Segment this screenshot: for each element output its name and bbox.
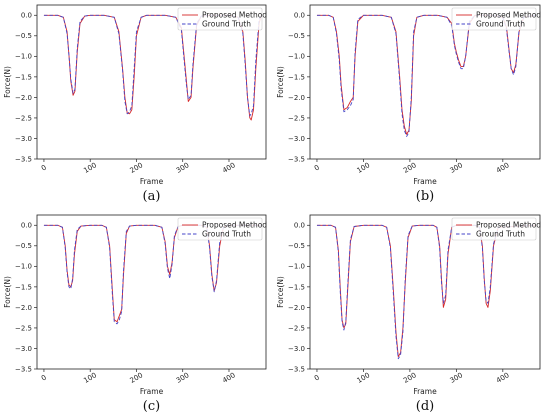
x-tick-label: 200 — [129, 371, 145, 385]
y-tick-label: −1.5 — [288, 283, 305, 291]
x-tick-label: 300 — [175, 371, 191, 385]
y-axis-label: Force(N) — [276, 66, 285, 98]
y-tick-label: −3.0 — [15, 345, 32, 353]
x-axis-label: Frame — [413, 177, 437, 186]
panel-caption: (d) — [416, 399, 434, 414]
x-tick-label: 200 — [129, 161, 145, 175]
chart-panel: 0.0 −0.5 −1.0 −1.5 −2.0 −2.5 −3.0 −3.5 0 100 200 30… — [276, 4, 541, 204]
x-tick-label: 300 — [449, 161, 465, 175]
y-tick-label: −1.5 — [288, 73, 305, 81]
y-tick-label: −2.0 — [288, 94, 305, 102]
x-tick-label: 300 — [175, 161, 191, 175]
legend-box — [177, 7, 263, 31]
series-line-ground-truth — [316, 224, 536, 360]
series-line-ground-truth — [43, 14, 262, 117]
x-tick-label: 0 — [40, 163, 48, 172]
panel-caption: (b) — [416, 189, 434, 204]
series-line-ground-truth — [43, 224, 262, 325]
y-tick-label: −3.5 — [288, 365, 305, 373]
y-tick-label: −3.5 — [288, 155, 305, 163]
y-tick-label: −2.5 — [288, 114, 305, 122]
x-tick-label: 100 — [82, 161, 98, 175]
legend-box — [451, 7, 537, 31]
x-axis-label: Frame — [140, 177, 164, 186]
y-tick-label: −2.5 — [15, 114, 32, 122]
x-tick-label: 400 — [221, 161, 237, 175]
y-tick-label: −3.5 — [15, 365, 32, 373]
y-axis-label: Force(N) — [276, 276, 285, 308]
x-tick-label: 300 — [449, 371, 465, 385]
y-tick-label: −3.5 — [15, 155, 32, 163]
y-tick-label: 0.0 — [21, 12, 32, 20]
legend-entry: Ground Truth — [202, 20, 251, 29]
x-tick-label: 400 — [495, 371, 511, 385]
y-tick-label: 0.0 — [294, 12, 305, 20]
x-tick-label: 400 — [221, 371, 237, 385]
x-tick-label: 100 — [82, 371, 98, 385]
legend-entry: Proposed Method — [476, 221, 541, 230]
legend-entry: Proposed Method — [202, 221, 267, 230]
y-tick-label: −3.0 — [15, 135, 32, 143]
y-tick-label: −0.5 — [288, 32, 305, 40]
legend-entry: Proposed Method — [202, 11, 267, 20]
y-tick-label: −0.5 — [15, 242, 32, 250]
legend-box — [177, 217, 263, 241]
legend-entry: Ground Truth — [476, 230, 525, 239]
x-axis-label: Frame — [413, 387, 437, 396]
legend-box — [451, 217, 537, 241]
y-tick-label: −2.0 — [288, 304, 305, 312]
y-tick-label: −1.0 — [288, 53, 305, 61]
legend-entry: Ground Truth — [202, 230, 251, 239]
y-tick-label: −3.0 — [288, 135, 305, 143]
y-tick-label: −2.0 — [15, 304, 32, 312]
panel-caption: (a) — [143, 189, 161, 204]
y-tick-label: −1.5 — [15, 73, 32, 81]
y-tick-label: −0.5 — [15, 32, 32, 40]
y-tick-label: 0.0 — [21, 222, 32, 230]
y-tick-label: 0.0 — [294, 222, 305, 230]
chart-panel: 0.0 −0.5 −1.0 −1.5 −2.0 −2.5 −3.0 −3.5 0 100 200 30… — [3, 4, 267, 204]
legend-entry: Proposed Method — [476, 11, 541, 20]
legend-entry: Ground Truth — [476, 20, 525, 29]
chart-panel: 0.0 −0.5 −1.0 −1.5 −2.0 −2.5 −3.0 −3.5 0 100 200 30… — [276, 214, 541, 414]
x-tick-label: 100 — [356, 161, 372, 175]
plot-area — [309, 4, 541, 160]
x-tick-label: 0 — [313, 373, 321, 382]
x-tick-label: 0 — [313, 163, 321, 172]
y-tick-label: −1.5 — [15, 283, 32, 291]
y-tick-label: −2.5 — [288, 324, 305, 332]
y-tick-label: −2.0 — [15, 94, 32, 102]
y-tick-label: −1.0 — [288, 263, 305, 271]
plot-area — [309, 214, 541, 370]
panel-caption: (c) — [143, 399, 160, 414]
y-axis-label: Force(N) — [3, 276, 12, 308]
y-tick-label: −1.0 — [15, 263, 32, 271]
y-axis-label: Force(N) — [3, 66, 12, 98]
x-tick-label: 200 — [402, 161, 418, 175]
x-tick-label: 400 — [495, 161, 511, 175]
y-tick-label: −2.5 — [15, 324, 32, 332]
y-tick-label: −0.5 — [288, 242, 305, 250]
y-tick-label: −3.0 — [288, 345, 305, 353]
x-tick-label: 0 — [40, 373, 48, 382]
x-tick-label: 100 — [356, 371, 372, 385]
x-axis-label: Frame — [140, 387, 164, 396]
x-tick-label: 200 — [402, 371, 418, 385]
plot-area — [36, 214, 267, 370]
y-tick-label: −1.0 — [15, 53, 32, 61]
chart-panel: 0.0 −0.5 −1.0 −1.5 −2.0 −2.5 −3.0 −3.5 0 100 200 30… — [3, 214, 267, 414]
